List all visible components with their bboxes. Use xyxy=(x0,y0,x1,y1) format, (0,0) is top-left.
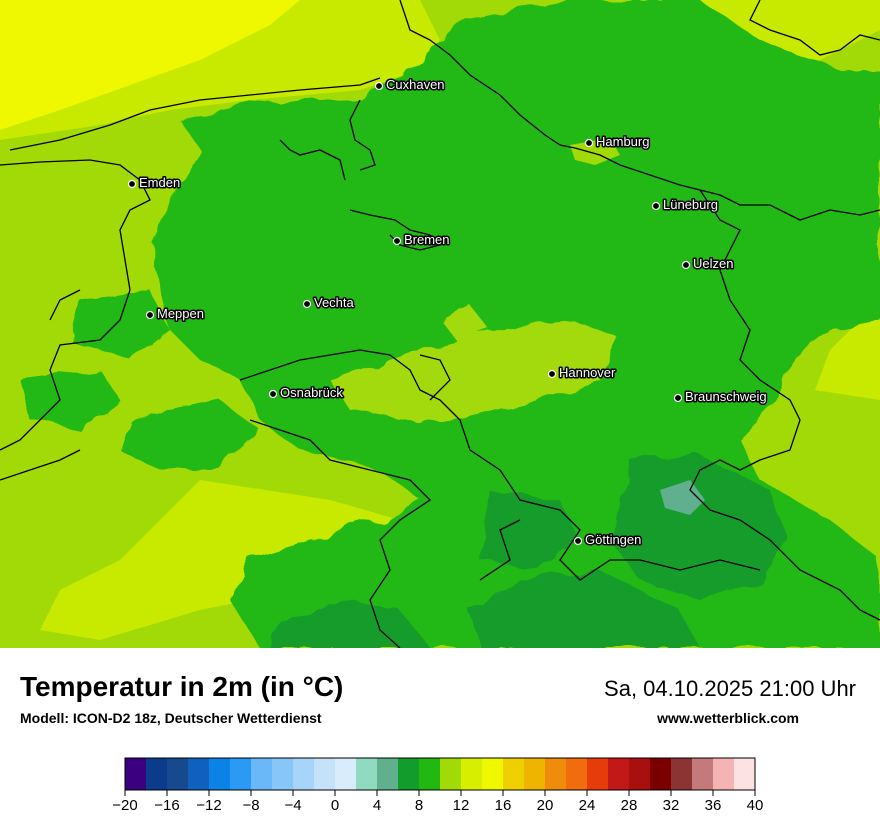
legend-tick-label: 16 xyxy=(495,797,512,814)
legend-bin xyxy=(440,758,462,790)
legend-bin xyxy=(167,758,189,790)
legend-bin xyxy=(314,758,336,790)
legend-bin xyxy=(503,758,525,790)
warm-area-e xyxy=(815,300,880,400)
legend-bin xyxy=(482,758,504,790)
city-dot-hannover xyxy=(547,369,557,379)
legend-bin xyxy=(377,758,399,790)
chart-title: Temperatur in 2m (in °C) xyxy=(20,671,344,702)
legend-tick-label: −16 xyxy=(154,797,179,814)
city-label-vechta: Vechta xyxy=(314,295,355,310)
legend-tick-label: 0 xyxy=(331,797,339,814)
city-label-hamburg: Hamburg xyxy=(596,134,649,149)
legend-tick-label: 4 xyxy=(373,797,381,814)
legend-tick-label: 28 xyxy=(621,797,638,814)
legend-bin xyxy=(335,758,357,790)
legend-bin xyxy=(356,758,378,790)
legend-tick-label: −8 xyxy=(242,797,259,814)
legend-bin xyxy=(398,758,420,790)
legend-tick-label: −20 xyxy=(112,797,137,814)
city-dot-hamburg xyxy=(584,138,594,148)
legend-bin xyxy=(629,758,651,790)
model-info: Modell: ICON-D2 18z, Deutscher Wetterdie… xyxy=(20,710,322,726)
legend-tick-label: 40 xyxy=(747,797,764,814)
legend-tick-label: 32 xyxy=(663,797,680,814)
city-label-meppen: Meppen xyxy=(157,306,204,321)
legend-bin xyxy=(545,758,567,790)
city-label-emden: Emden xyxy=(139,175,180,190)
city-dot-bremen xyxy=(392,236,402,246)
city-dot-uelzen xyxy=(681,260,691,270)
city-dot-meppen xyxy=(145,310,155,320)
legend-tick-label: −12 xyxy=(196,797,221,814)
city-label-uelzen: Uelzen xyxy=(693,256,733,271)
city-label-osnabrck: Osnabrück xyxy=(280,385,343,400)
map-canvas: Cuxhaven Hamburg Emden Lüneburg Bremen Uelzen… xyxy=(0,0,880,648)
legend-bin xyxy=(419,758,441,790)
legend-bin xyxy=(146,758,168,790)
legend-bin xyxy=(713,758,735,790)
legend-bin xyxy=(671,758,693,790)
legend-bin xyxy=(272,758,294,790)
city-dot-braunschweig xyxy=(673,393,683,403)
cold-spot xyxy=(660,480,705,515)
city-label-braunschweig: Braunschweig xyxy=(685,389,767,404)
legend-tick-label: 20 xyxy=(537,797,554,814)
city-dot-lneburg xyxy=(651,201,661,211)
cool-land-area xyxy=(20,0,880,648)
city-label-cuxhaven: Cuxhaven xyxy=(386,77,445,92)
legend-tick-label: 8 xyxy=(415,797,423,814)
borders xyxy=(0,0,880,648)
temperature-map: Cuxhaven Hamburg Emden Lüneburg Bremen Uelzen… xyxy=(0,0,880,648)
legend-bin xyxy=(566,758,588,790)
legend-bin xyxy=(650,758,672,790)
forecast-datetime: Sa, 04.10.2025 21:00 Uhr xyxy=(604,676,856,701)
legend-bin xyxy=(587,758,609,790)
city-markers: Cuxhaven Hamburg Emden Lüneburg Bremen Uelzen… xyxy=(127,76,768,549)
legend-bin xyxy=(524,758,546,790)
legend-bin xyxy=(293,758,315,790)
city-dot-emden xyxy=(127,179,137,189)
city-dot-vechta xyxy=(302,299,312,309)
legend-tick-label: 36 xyxy=(705,797,722,814)
city-label-gttingen: Göttingen xyxy=(585,532,641,547)
legend-bin xyxy=(461,758,483,790)
legend-bin xyxy=(230,758,252,790)
color-legend: −20 −16 −12 −8 −4 0 4 8 12 16 20 24 28 32 36 40 xyxy=(112,757,764,814)
legend-bin xyxy=(188,758,210,790)
legend-tick-label: 12 xyxy=(453,797,470,814)
legend-bin xyxy=(251,758,273,790)
warm-area-sw xyxy=(40,480,400,640)
city-label-bremen: Bremen xyxy=(404,232,450,247)
legend-bin xyxy=(734,758,756,790)
city-label-hannover: Hannover xyxy=(559,365,616,380)
legend-bin xyxy=(209,758,231,790)
website-label: www.wetterblick.com xyxy=(657,710,799,726)
city-dot-osnabrck xyxy=(268,389,278,399)
legend-bin xyxy=(692,758,714,790)
warmest-area xyxy=(0,0,300,130)
city-dot-gttingen xyxy=(573,536,583,546)
city-dot-cuxhaven xyxy=(374,81,384,91)
legend-bin xyxy=(608,758,630,790)
legend-bin xyxy=(125,758,147,790)
legend-tick-label: 24 xyxy=(579,797,596,814)
legend-tick-label: −4 xyxy=(284,797,301,814)
city-label-lneburg: Lüneburg xyxy=(663,197,718,212)
